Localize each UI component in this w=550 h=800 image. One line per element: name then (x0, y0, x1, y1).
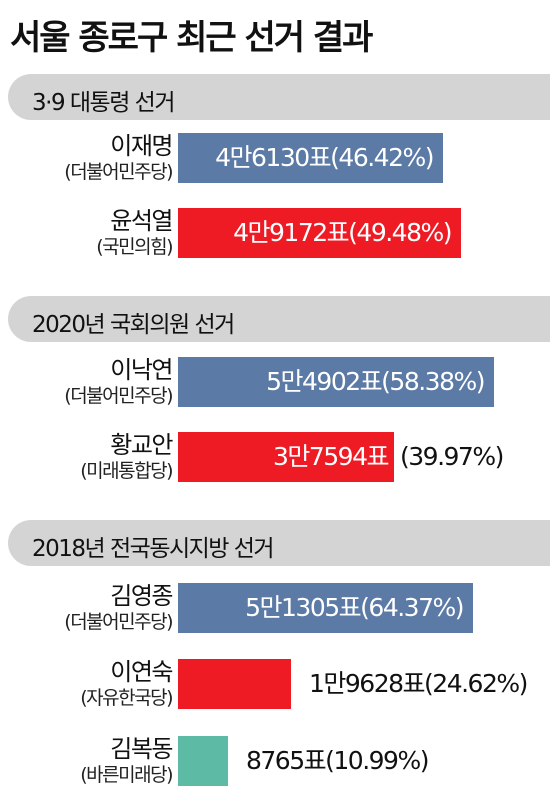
section-header-label: 2020년 국회의원 선거 (32, 312, 235, 338)
bar (178, 659, 291, 709)
bar (178, 208, 461, 258)
bar-value-label: 5만1305표 (245, 593, 362, 622)
bar-percent-label: (46.42%) (330, 143, 434, 172)
section-header: 3·9 대통령 선거 (8, 74, 550, 120)
bar-value-label: 8765표 (246, 746, 327, 775)
bar-percent-label: (24.62%) (424, 669, 528, 698)
bar (178, 736, 228, 786)
bar-percent-label: (64.37%) (360, 593, 464, 622)
section-header: 2018년 전국동시지방 선거 (8, 520, 550, 566)
candidate-name: 윤석열 (110, 207, 173, 235)
candidate-name: 이재명 (110, 132, 173, 160)
section-header-label: 2018년 전국동시지방 선거 (32, 536, 275, 562)
bar-value-label: 4만9172표 (233, 218, 350, 247)
bar (178, 432, 394, 482)
party-name: (국민의힘) (96, 236, 173, 258)
bar-percent-label: (49.48%) (348, 218, 452, 247)
bar (178, 357, 494, 407)
party-name: (더불어민주당) (64, 611, 173, 633)
party-name: (미래통합당) (80, 460, 173, 482)
bar (178, 133, 443, 183)
bar-percent-label: (10.99%) (325, 746, 429, 775)
candidate-name: 이낙연 (110, 356, 173, 384)
candidate-name: 김복동 (110, 735, 173, 763)
bar (178, 583, 473, 633)
bar-value-label: 5만4902표 (266, 367, 383, 396)
party-name: (더불어민주당) (64, 385, 173, 407)
candidate-name: 김영종 (110, 582, 173, 610)
bar-value-label: 3만7594표 (272, 442, 390, 471)
party-name: (바른미래당) (80, 764, 173, 786)
main-title: 서울 종로구 최근 선거 결과 (10, 18, 373, 58)
candidate-name: 이연숙 (110, 658, 173, 686)
party-name: (더불어민주당) (64, 161, 173, 183)
bar-percent-label: (39.97%) (400, 442, 504, 471)
candidate-name: 황교안 (110, 431, 173, 459)
bar-value-label: 4만6130표 (215, 143, 332, 172)
bar-value-label: 1만9628표 (309, 669, 426, 698)
section-header: 2020년 국회의원 선거 (8, 296, 550, 342)
section-header-label: 3·9 대통령 선거 (32, 90, 176, 116)
bar-percent-label: (58.38%) (381, 367, 485, 396)
party-name: (자유한국당) (80, 687, 173, 709)
